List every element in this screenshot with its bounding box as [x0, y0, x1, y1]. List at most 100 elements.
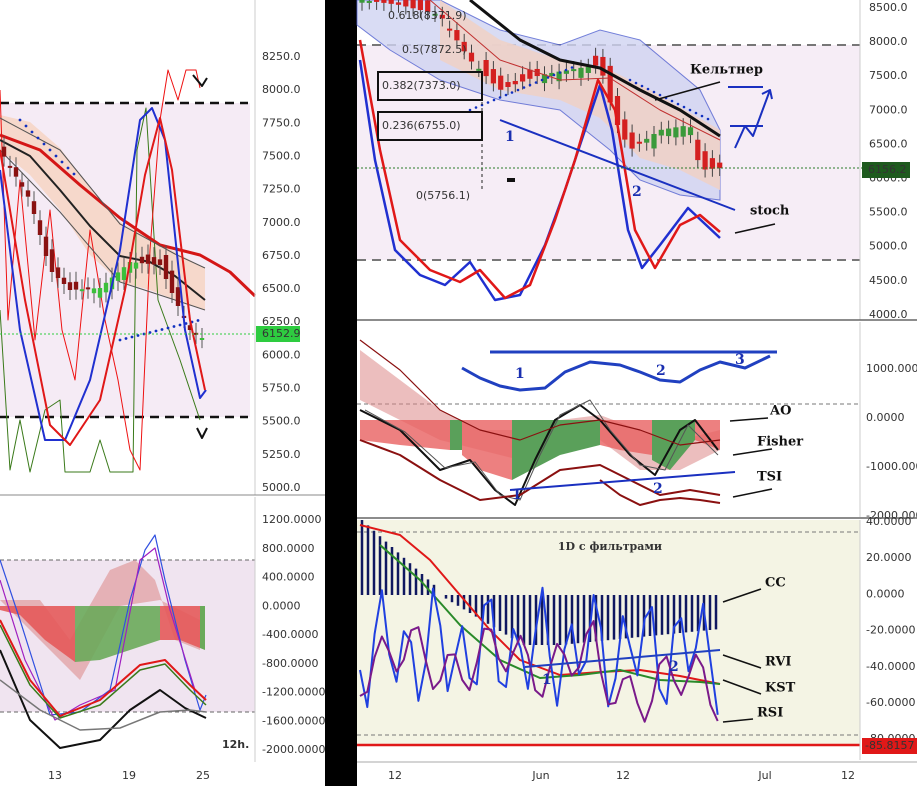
psar-dot	[688, 108, 692, 112]
candle	[520, 74, 526, 82]
fib-label: 0.382(7373.0)	[382, 79, 461, 92]
keltner-band	[440, 0, 720, 190]
price-axis-label: 6000.0	[262, 348, 301, 361]
value-tag: -85.8157	[865, 739, 914, 752]
candle	[374, 0, 380, 2]
oscillator-axis-label: -1600.0000	[262, 714, 325, 727]
time-axis-label: 12	[388, 769, 402, 782]
wave-label: 1	[515, 366, 525, 382]
price-axis-label: 6750.0	[262, 249, 301, 262]
oscillator-axis-label: 0.0000	[262, 599, 301, 612]
osc-red	[0, 619, 207, 717]
candle	[432, 13, 438, 16]
candle	[49, 249, 55, 272]
time-axis-label: Jul	[757, 769, 771, 782]
histogram-green	[512, 420, 600, 480]
annotation: KST	[765, 681, 796, 696]
stoch-red	[0, 117, 206, 446]
candle	[43, 236, 49, 256]
candle	[37, 220, 43, 235]
candle	[403, 0, 409, 7]
candle	[67, 282, 73, 290]
psar-dot	[564, 68, 568, 72]
pointer	[729, 417, 769, 422]
psar-dot	[178, 323, 182, 327]
psar-dot	[510, 91, 514, 94]
price-axis-label: 5500.0	[869, 206, 908, 219]
candle	[25, 190, 31, 197]
candle	[717, 162, 723, 169]
annotation: Fisher	[757, 435, 803, 450]
filter-axis-label: 40.0000	[866, 515, 912, 528]
price-axis-label: 4000.0	[869, 308, 908, 321]
trend-line	[509, 471, 736, 491]
timeframe-label: 12h.	[222, 738, 249, 751]
psar-dot	[24, 124, 28, 128]
psar-dot	[54, 154, 58, 158]
histogram-red	[160, 606, 200, 648]
psar-dot	[124, 337, 128, 340]
price-axis-label: 8000.0	[869, 35, 908, 48]
psar-dot	[522, 86, 526, 89]
price-axis-label: 4500.0	[869, 274, 908, 287]
psar-dot	[136, 334, 140, 337]
psar-dot	[646, 87, 650, 91]
candle	[709, 158, 715, 169]
time-axis-label: 12	[616, 769, 630, 782]
candle	[139, 256, 145, 264]
filter-axis-label: 0.0000	[866, 587, 905, 600]
price-axis-label: 8250.0	[262, 50, 301, 63]
candle	[359, 0, 365, 3]
forecast-arrow	[734, 89, 771, 149]
psar-dot	[30, 130, 34, 134]
psar-dot	[60, 160, 64, 164]
divider	[325, 0, 357, 786]
candle	[163, 255, 169, 279]
price-tag: 6152.9	[262, 327, 301, 340]
fib-box	[377, 71, 483, 101]
candle	[483, 59, 489, 77]
time-axis-label: Jun	[531, 769, 549, 782]
psar-dot	[570, 66, 574, 69]
candle	[381, 0, 387, 3]
indicator-axis-label: -1000.0000	[866, 460, 917, 473]
pointer	[734, 223, 776, 234]
psar-dot	[528, 83, 532, 87]
price-axis-label: 8500.0	[869, 1, 908, 14]
psar-dot	[706, 117, 710, 121]
price-axis-label: 5000.0	[262, 481, 301, 494]
candle	[175, 287, 181, 306]
candle	[199, 338, 205, 340]
oscillator-axis-label: 800.0000	[262, 542, 315, 555]
candle	[31, 201, 37, 214]
psar-dot	[628, 78, 632, 82]
candle	[563, 70, 569, 74]
candle	[410, 0, 416, 9]
candle	[97, 288, 103, 298]
psar-dot	[670, 99, 674, 103]
pointer	[732, 488, 773, 498]
histogram-green	[200, 606, 205, 650]
fib-label: 0.618(8371.9)	[388, 9, 467, 22]
psar-dot	[154, 329, 158, 333]
osc-purple	[0, 547, 207, 721]
candle	[79, 289, 85, 292]
psar-dot	[534, 81, 538, 84]
candle	[366, 0, 372, 3]
fib-box	[377, 111, 483, 141]
time-axis-label: 19	[122, 769, 136, 782]
price-axis-label: 7500.0	[869, 69, 908, 82]
candle	[187, 325, 193, 330]
candle	[512, 80, 518, 85]
histogram-red	[600, 420, 652, 455]
rsi-purple	[359, 620, 719, 723]
psar-dot	[504, 93, 508, 97]
annotation: TSI	[757, 470, 782, 485]
psar-dot	[42, 142, 46, 146]
histogram-green	[450, 420, 462, 450]
psar-dot	[498, 96, 502, 99]
candle	[157, 259, 163, 265]
oscillator-axis-label: 1200.0000	[262, 513, 322, 526]
candle	[169, 270, 175, 293]
fisher-white	[364, 399, 719, 501]
